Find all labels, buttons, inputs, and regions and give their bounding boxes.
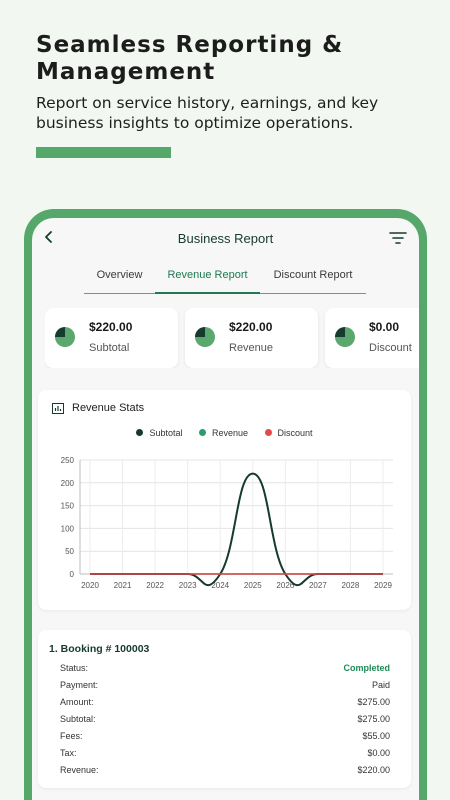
stats-title: Revenue Stats	[72, 402, 145, 414]
legend-swatch-discount	[264, 429, 272, 437]
row-value: Paid	[371, 680, 390, 690]
x-tick-label: 2024	[211, 581, 229, 590]
legend-item-revenue[interactable]: Revenue	[198, 428, 249, 438]
row-value: $220.00	[357, 765, 390, 775]
y-tick-label: 200	[61, 479, 75, 488]
summary-cards: $220.00 Subtotal $220.00 Revenue $0.00 D…	[45, 308, 419, 368]
pie-chart-icon	[195, 327, 215, 347]
summary-card-subtotal: $220.00 Subtotal	[45, 308, 178, 368]
pie-chart-icon	[55, 327, 75, 347]
summary-label: Revenue	[229, 342, 274, 354]
row-key: Tax:	[60, 748, 77, 758]
booking-row-subtotal: Subtotal: $275.00	[60, 714, 390, 728]
booking-row-tax: Tax: $0.00	[60, 748, 390, 762]
revenue-line-chart: 0 50 100 150 200 250 2020 2021 2022 2023 2024 2025 2…	[61, 456, 393, 590]
y-tick-label: 0	[70, 570, 75, 579]
app-topbar: Business Report	[32, 218, 419, 258]
filter-icon[interactable]	[389, 231, 407, 245]
booking-row-payment: Payment: Paid	[60, 680, 390, 694]
tab-overview[interactable]: Overview	[96, 269, 143, 281]
x-tick-label: 2026	[276, 581, 294, 590]
row-value: $55.00	[362, 731, 390, 741]
revenue-stats-card: Revenue Stats Subtotal Revenue Discount …	[38, 390, 411, 610]
page-title: Business Report	[177, 231, 274, 246]
row-key: Amount:	[60, 697, 94, 707]
x-tick-label: 2025	[244, 581, 262, 590]
row-key: Payment:	[60, 680, 99, 690]
y-tick-label: 100	[61, 524, 75, 533]
legend-item-subtotal[interactable]: Subtotal	[136, 428, 182, 438]
bar-chart-icon	[52, 403, 64, 414]
summary-card-revenue: $220.00 Revenue	[185, 308, 318, 368]
x-tick-label: 2028	[342, 581, 360, 590]
x-tick-label: 2022	[146, 581, 164, 590]
app-screen: Business Report Overview Revenue Report …	[32, 218, 419, 800]
summary-label: Discount	[369, 342, 412, 354]
y-tick-label: 150	[61, 502, 75, 511]
booking-row-amount: Amount: $275.00	[60, 697, 390, 711]
legend-label: Discount	[277, 428, 313, 438]
row-key: Subtotal:	[60, 714, 96, 724]
y-tick-label: 250	[61, 456, 75, 465]
y-tick-label: 50	[65, 547, 74, 556]
row-key: Revenue:	[60, 765, 99, 775]
summary-amount: $220.00	[89, 320, 133, 334]
summary-amount: $220.00	[229, 320, 273, 334]
x-tick-label: 2020	[81, 581, 99, 590]
x-tick-label: 2021	[114, 581, 132, 590]
tab-discount-report[interactable]: Discount Report	[273, 269, 353, 281]
status-badge: Completed	[343, 663, 390, 673]
summary-label: Subtotal	[89, 342, 130, 354]
x-tick-label: 2023	[179, 581, 197, 590]
row-value: $0.00	[367, 748, 390, 758]
series-line-subtotal	[90, 472, 383, 587]
x-tick-label: 2029	[374, 581, 392, 590]
summary-amount: $0.00	[369, 320, 400, 334]
report-tabs: Overview Revenue Report Discount Report	[84, 266, 366, 294]
promo-headline: Seamless Reporting & Management	[36, 32, 344, 85]
summary-card-discount: $0.00 Discount	[325, 308, 419, 368]
booking-title: 1. Booking # 100003	[49, 643, 150, 655]
booking-row-status: Status: Completed	[60, 663, 390, 677]
back-arrow-icon[interactable]	[42, 230, 56, 244]
row-key: Status:	[60, 663, 89, 673]
row-key: Fees:	[60, 731, 83, 741]
row-value: $275.00	[357, 714, 390, 724]
pie-chart-icon	[335, 327, 355, 347]
row-value: $275.00	[357, 697, 390, 707]
legend-swatch-revenue	[198, 429, 206, 437]
tab-revenue-report[interactable]: Revenue Report	[155, 266, 260, 294]
chart-legend: Subtotal Revenue Discount	[38, 428, 411, 438]
x-tick-label: 2027	[309, 581, 327, 590]
accent-divider	[36, 147, 171, 158]
legend-label: Revenue	[211, 428, 249, 438]
promo-subline: Report on service history, earnings, and…	[36, 94, 379, 132]
legend-label: Subtotal	[149, 428, 183, 438]
legend-item-discount[interactable]: Discount	[264, 428, 313, 438]
booking-row-fees: Fees: $55.00	[60, 731, 390, 745]
booking-card[interactable]: 1. Booking # 100003 Status: Completed Pay…	[38, 630, 411, 788]
booking-row-revenue: Revenue: $220.00	[60, 765, 390, 779]
legend-swatch-subtotal	[136, 429, 144, 437]
